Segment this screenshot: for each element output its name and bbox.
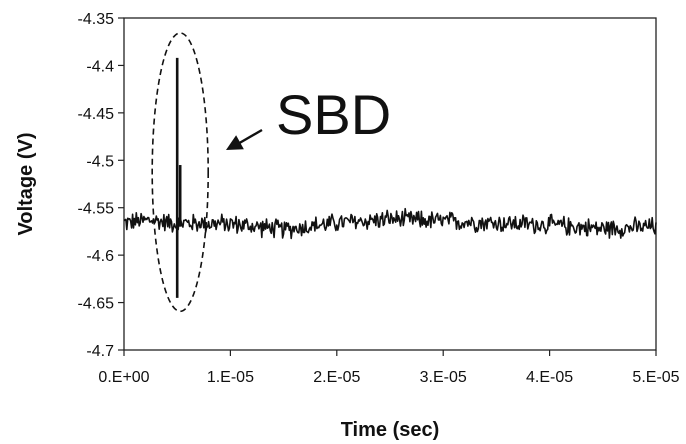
sbd-dashed-ellipse xyxy=(151,32,209,313)
y-tick-label: -4.6 xyxy=(86,248,114,265)
x-tick-label: 4.E-05 xyxy=(526,369,573,386)
x-tick-label: 5.E-05 xyxy=(632,369,679,386)
sbd-spike xyxy=(175,57,182,298)
x-tick-label: 0.E+00 xyxy=(98,369,149,386)
y-tick-label: -4.55 xyxy=(78,201,115,218)
x-tick-label: 1.E-05 xyxy=(207,369,254,386)
y-tick-label: -4.45 xyxy=(78,106,115,123)
sbd-annotation-label: SBD xyxy=(276,83,391,146)
y-tick-label: -4.4 xyxy=(86,58,114,75)
x-tick-label: 2.E-05 xyxy=(313,369,360,386)
x-tick-labels: 0.E+00 1.E-05 2.E-05 3.E-05 4.E-05 5.E-05 xyxy=(98,369,679,386)
y-tick-label: -4.5 xyxy=(86,153,114,170)
x-tick-label: 3.E-05 xyxy=(420,369,467,386)
y-tick-label: -4.65 xyxy=(78,296,115,313)
sbd-arrowhead xyxy=(226,135,244,150)
y-tick-labels: -4.35 -4.4 -4.45 -4.5 -4.55 -4.6 -4.65 -4.7 xyxy=(78,11,115,360)
voltage-trace xyxy=(123,207,657,240)
axis-ticks xyxy=(118,17,657,356)
y-axis-label: Voltage (V) xyxy=(15,133,37,236)
plot-area xyxy=(123,17,657,351)
x-axis-label: Time (sec) xyxy=(341,419,440,441)
sbd-arrow xyxy=(235,128,263,147)
y-tick-label: -4.7 xyxy=(86,343,114,360)
y-tick-label: -4.35 xyxy=(78,11,115,28)
